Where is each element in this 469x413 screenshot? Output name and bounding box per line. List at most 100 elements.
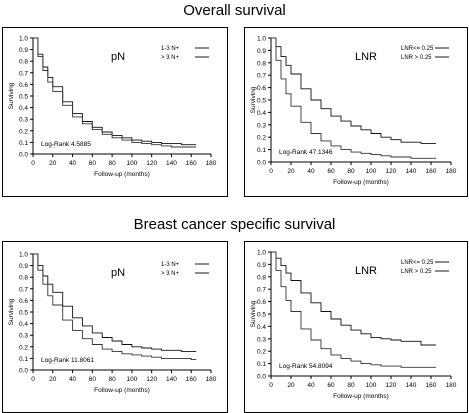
chart-panel-bcss-pn: 0.0 0.1 0.2 0.3 0.4 0.5 0.6 0.7 0.8 0.9 1.0 0 20 40 60… [2,241,228,413]
x-tick-label: 140 [406,168,417,175]
series-line-1 [33,253,197,352]
y-tick-label: 0.2 [19,344,28,351]
x-tick-label: 0 [269,168,273,175]
km-chart-bcss-pn: 0.0 0.1 0.2 0.3 0.4 0.5 0.6 0.7 0.8 0.9 1.0 0 20 40 60… [8,252,217,395]
x-tick-label: 160 [186,376,197,383]
x-tick-label: 80 [347,382,355,389]
x-tick-label: 100 [366,382,377,389]
x-tick-label: 0 [269,382,273,389]
y-tick-label: 0.4 [257,324,266,331]
y-tick-label: 0.8 [19,275,28,282]
y-tick-label: 0.3 [19,333,28,340]
chart-panel-overall-pn: 0.0 0.1 0.2 0.3 0.4 0.5 0.6 0.7 0.8 0.9 1.0 0 20 40 60… [2,27,228,197]
panel-label: LNR [355,51,377,63]
y-tick-label: 0.7 [257,287,266,294]
y-tick-label: 0.7 [257,73,266,80]
x-tick-label: 100 [126,376,137,383]
x-tick-label: 120 [386,168,397,175]
y-tick-label: 0.7 [19,70,28,77]
log-rank-stat: Log-Rank 47.1346 [279,149,333,156]
x-tick-label: 120 [146,160,157,167]
y-tick-label: 0.5 [257,98,266,105]
x-tick-label: 0 [31,376,35,383]
y-axis-label: Surviving [8,298,15,325]
series-line-2 [33,37,197,148]
x-tick-label: 180 [446,168,457,175]
x-tick-label: 60 [89,160,97,167]
overall-survival-title: Overall survival [183,2,286,19]
y-tick-label: 0.3 [19,117,28,124]
log-rank-stat: Log-Rank 4.5885 [41,141,91,148]
x-tick-label: 80 [347,168,355,175]
x-tick-label: 100 [366,168,377,175]
y-tick-label: 0.0 [257,160,266,167]
x-tick-label: 180 [206,160,217,167]
km-chart-overall-pn: 0.0 0.1 0.2 0.3 0.4 0.5 0.6 0.7 0.8 0.9 1.0 0 20 40 60… [8,36,217,179]
x-tick-label: 160 [426,168,437,175]
series-line-2 [271,251,436,368]
chart-panel-overall-lnr: 0.0 0.1 0.2 0.3 0.4 0.5 0.6 0.7 0.8 0.9 1.0 0 20 40 60… [244,27,468,197]
y-tick-label: 0.9 [19,47,28,54]
breast-cancer-survival-title: Breast cancer specific survival [133,216,336,233]
y-tick-label: 0.4 [19,321,28,328]
legend-label: LNR > 0.25 [401,269,432,275]
y-tick-label: 0.2 [257,349,266,356]
y-tick-label: 0.8 [257,274,266,281]
x-tick-label: 180 [446,382,457,389]
chart-panel-bcss-lnr: 0.0 0.1 0.2 0.3 0.4 0.5 0.6 0.7 0.8 0.9 1.0 0 20 40 60… [244,241,468,413]
y-tick-label: 0.1 [257,361,266,368]
y-tick-label: 0.2 [19,128,28,135]
x-axis-label: Follow-up (months) [94,387,150,394]
x-tick-label: 40 [69,376,77,383]
km-chart-overall-lnr: 0.0 0.1 0.2 0.3 0.4 0.5 0.6 0.7 0.8 0.9 1.0 0 20 40 60… [250,36,457,187]
x-tick-label: 160 [186,160,197,167]
x-tick-label: 20 [287,382,295,389]
y-tick-label: 0.3 [257,336,266,343]
legend-label: LNR > 0.25 [401,55,432,61]
x-tick-label: 0 [31,160,35,167]
x-tick-label: 60 [89,376,97,383]
x-axis-label: Follow-up (months) [94,171,150,178]
y-tick-label: 0.4 [19,105,28,112]
y-tick-label: 1.0 [19,252,28,259]
y-tick-label: 1.0 [19,36,28,43]
y-tick-label: 1.0 [257,36,266,43]
series-line-2 [271,37,436,159]
y-tick-label: 0.0 [19,368,28,375]
y-tick-label: 0.9 [19,263,28,270]
x-tick-label: 20 [287,168,295,175]
panel-label: LNR [355,265,377,277]
x-tick-label: 140 [166,376,177,383]
legend-label: 1-3 N+ [161,46,180,52]
y-tick-label: 0.6 [19,298,28,305]
x-tick-label: 120 [146,376,157,383]
x-tick-label: 120 [386,382,397,389]
x-tick-label: 60 [327,168,335,175]
x-tick-label: 140 [406,382,417,389]
x-tick-label: 40 [69,160,77,167]
x-tick-label: 20 [49,376,57,383]
y-tick-label: 0.0 [257,374,266,381]
x-tick-label: 40 [307,168,315,175]
y-tick-label: 0.1 [19,140,28,147]
x-axis-label: Follow-up (months) [333,179,389,186]
y-axis-label: Surviving [250,300,257,327]
y-tick-label: 0.0 [19,152,28,159]
y-tick-label: 0.1 [19,356,28,363]
y-tick-label: 0.4 [257,110,266,117]
x-axis-label: Follow-up (months) [333,393,389,400]
x-tick-label: 20 [49,160,57,167]
legend-label: > 3 N+ [161,55,180,61]
series-line-1 [271,251,436,346]
y-tick-label: 0.2 [257,135,266,142]
log-rank-stat: Log-Rank 54.8094 [279,363,333,370]
y-tick-label: 0.6 [257,85,266,92]
x-tick-label: 100 [126,160,137,167]
x-tick-label: 40 [307,382,315,389]
series-line-1 [271,37,436,144]
y-tick-label: 0.3 [257,122,266,129]
y-tick-label: 0.6 [19,82,28,89]
y-axis-label: Surviving [250,86,257,113]
series-line-2 [33,253,197,361]
y-tick-label: 0.8 [19,59,28,66]
